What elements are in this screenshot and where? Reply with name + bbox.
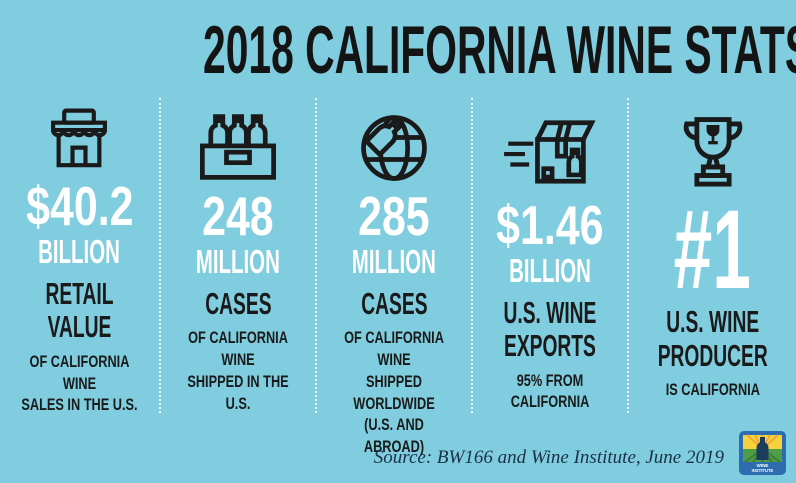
shipping-box-icon: [502, 106, 598, 199]
stat-heading: U.S. WINE EXPORTS: [503, 294, 597, 364]
stat-column-exports: $1.46 BILLION U.S. WINE EXPORTS 95% FROM…: [471, 98, 627, 413]
stat-heading: CASES: [204, 285, 272, 321]
stat-unit: MILLION: [351, 243, 437, 281]
stat-heading: RETAIL VALUE: [45, 275, 114, 345]
stat-detail: OF CALIFORNIA WINE SHIPPED WORLDWIDE (U.…: [344, 328, 444, 457]
logo-text-wine: WINE: [757, 463, 769, 468]
stat-heading: U.S. WINE PRODUCER: [657, 304, 768, 373]
stat-unit: BILLION: [509, 251, 591, 289]
source-text: Source: BW166 and Wine Institute, June 2…: [373, 447, 724, 468]
page-title: 2018 CALIFORNIA WINE STATS: [203, 12, 796, 88]
logo-bottle: [756, 437, 769, 460]
stat-column-cases-worldwide: 285 MILLION CASES OF CALIFORNIA WINE SHI…: [314, 98, 471, 456]
stats-row: $40.2 BILLION RETAIL VALUE OF CALIFORNIA…: [0, 98, 796, 456]
stat-value: #1: [673, 187, 752, 312]
stat-detail: OF CALIFORNIA WINE SALES IN THE U.S.: [21, 351, 138, 415]
stat-value: 248: [202, 185, 274, 247]
storefront-icon: [42, 106, 116, 180]
trophy-icon: [670, 106, 756, 202]
stat-heading: CASES: [360, 285, 428, 321]
stat-value: $40.2: [25, 175, 134, 237]
wine-crate-icon: [194, 106, 282, 190]
stat-detail: OF CALIFORNIA WINE SHIPPED IN THE U.S.: [187, 328, 289, 413]
stat-detail: IS CALIFORNIA: [665, 380, 760, 400]
stat-value: $1.46: [496, 193, 604, 256]
wine-institute-logo: WINE INSTITUTE: [739, 431, 786, 475]
stat-unit: BILLION: [38, 233, 121, 271]
stat-column-cases-us: 248 MILLION CASES OF CALIFORNIA WINE SHI…: [158, 98, 315, 413]
logo-text-institute: INSTITUTE: [752, 468, 774, 473]
stat-column-retail-value: $40.2 BILLION RETAIL VALUE OF CALIFORNIA…: [0, 98, 159, 415]
stat-value: 285: [358, 185, 430, 247]
stat-detail: 95% FROM CALIFORNIA: [510, 370, 590, 412]
globe-wine-icon: [352, 106, 436, 190]
stat-column-number-one-producer: #1 U.S. WINE PRODUCER IS CALIFORNIA: [627, 98, 796, 413]
stat-unit: MILLION: [195, 243, 281, 281]
